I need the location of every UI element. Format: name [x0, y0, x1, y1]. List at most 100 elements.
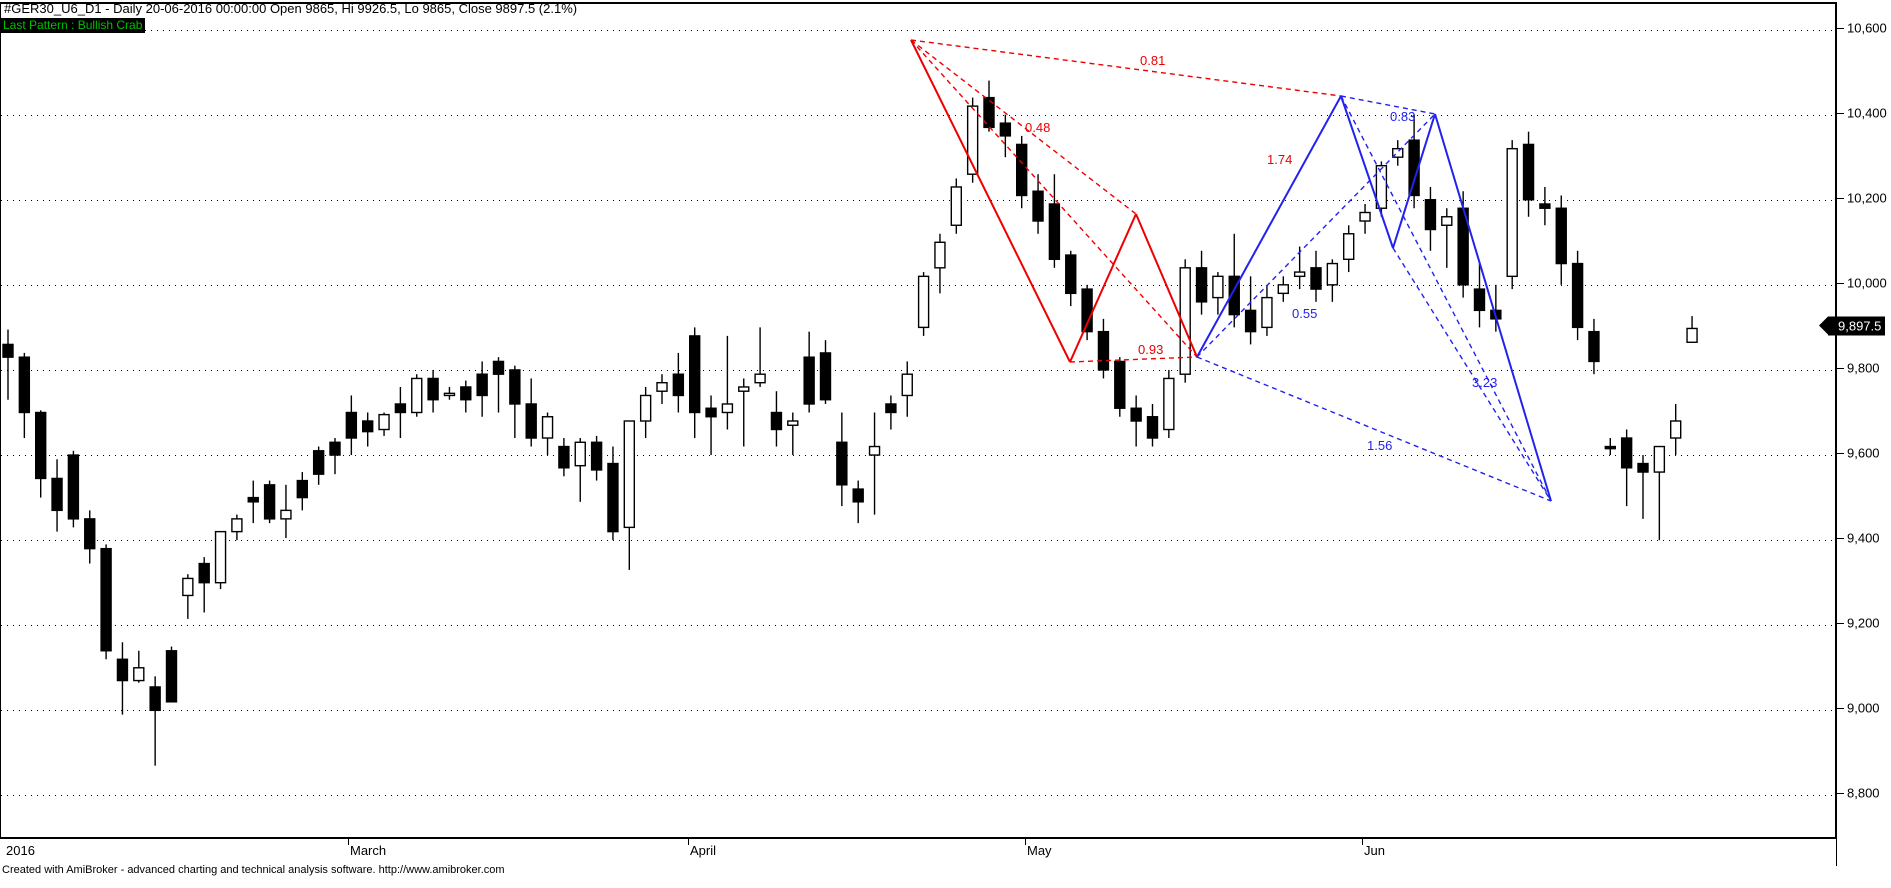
candlestick — [1686, 316, 1698, 343]
blue-ratio-label-1: 0.55 — [1292, 306, 1317, 321]
candlestick — [1244, 276, 1257, 345]
candlestick — [84, 510, 96, 564]
red-leg-xa — [910, 39, 1071, 363]
candlestick — [1293, 246, 1306, 290]
axis-corner-spur — [1836, 838, 1837, 866]
candlestick — [721, 335, 734, 430]
price-axis-tick — [1837, 453, 1844, 455]
candlestick — [1048, 174, 1061, 268]
gridline — [1, 710, 1835, 712]
date-axis-label: Jun — [1364, 843, 1385, 858]
gridline — [1, 540, 1835, 542]
price-axis[interactable]: 10,600 10,400 10,200 10,000 9,800 9,600 9,400 9… — [1818, 2, 1891, 838]
price-axis-tick — [1837, 367, 1844, 369]
red-ratio-label-1: 0.48 — [1025, 120, 1050, 135]
candlestick — [1146, 403, 1159, 447]
date-axis-tick — [688, 839, 689, 845]
last-price-tag: 9,897.5 — [1818, 316, 1886, 336]
candlestick — [1604, 438, 1617, 456]
page-title: #GER30_U6_D1 - Daily 20-06-2016 00:00:00… — [4, 1, 578, 16]
candlestick — [476, 361, 488, 417]
last-pattern-badge: Last Pattern : Bullish Crab — [0, 18, 146, 33]
candlestick — [868, 412, 881, 515]
price-axis-label: 10,400 — [1847, 105, 1887, 121]
gridline — [1, 369, 1835, 371]
candlestick — [1179, 259, 1191, 383]
candlestick — [541, 412, 554, 456]
price-axis-label: 10,200 — [1847, 190, 1887, 206]
candlestick — [1571, 250, 1584, 341]
blue-retracement-xd — [1196, 356, 1552, 502]
gridline — [1, 199, 1835, 201]
red-retracement-ac — [1069, 356, 1198, 363]
price-axis-label: 9,800 — [1847, 360, 1880, 376]
candlestick — [231, 514, 243, 541]
blue-retracement-ac — [1340, 95, 1436, 115]
candlestick — [411, 374, 423, 417]
price-axis-tick — [1837, 282, 1844, 284]
candlestick — [1424, 186, 1437, 251]
red-ratio-label-2: 1.74 — [1267, 152, 1292, 167]
candlestick — [754, 327, 766, 387]
date-axis-tick — [1025, 839, 1026, 845]
gridline — [1, 625, 1835, 627]
blue-ratio-label-3: 1.56 — [1367, 438, 1392, 453]
candlestick — [35, 410, 47, 498]
price-axis-tick — [1837, 623, 1844, 625]
price-axis-tick — [1837, 793, 1844, 795]
candlestick — [966, 97, 979, 183]
candlestick — [312, 446, 325, 485]
candlestick — [1163, 369, 1175, 439]
blue-ratio-label-2: 3.23 — [1472, 375, 1497, 390]
red-ratio-label-3: 0.93 — [1138, 342, 1163, 357]
candlestick — [999, 114, 1012, 158]
candlestick — [1212, 272, 1224, 315]
candlestick — [1195, 250, 1208, 315]
candlestick — [803, 331, 815, 413]
candlestick — [67, 450, 80, 528]
candlestick — [362, 412, 374, 447]
candlestick — [1032, 174, 1044, 234]
candlestick — [263, 480, 276, 524]
gridline — [1, 29, 1835, 31]
red-retracement-xb — [910, 39, 1137, 215]
candlestick — [214, 530, 227, 590]
blue-leg-ab — [1340, 95, 1394, 249]
date-axis-tick — [348, 839, 349, 845]
date-axis[interactable]: 2016 March April May Jun — [0, 838, 1836, 862]
candlestick — [1522, 131, 1535, 217]
candlestick — [689, 327, 701, 439]
candlestick — [1065, 250, 1077, 307]
candlestick — [1588, 318, 1600, 375]
candlestick — [738, 378, 750, 447]
price-axis-tick — [1837, 27, 1844, 29]
candlestick — [819, 340, 832, 404]
price-axis-label: 10,600 — [1847, 20, 1887, 36]
price-axis-label: 9,200 — [1847, 615, 1880, 631]
candlestick — [492, 357, 505, 413]
candlestick — [443, 386, 456, 400]
blue-leg-cd — [1434, 113, 1552, 502]
price-axis-tick — [1837, 538, 1844, 540]
chart-plot-area[interactable]: 0.81 0.48 1.74 0.93 0.83 0.55 3.23 1.56 — [0, 2, 1836, 838]
red-ratio-label-0: 0.81 — [1140, 53, 1165, 68]
candlestick — [133, 650, 145, 683]
candlestick — [901, 361, 913, 417]
blue-leg-bc — [1392, 113, 1436, 249]
candlestick — [558, 438, 570, 477]
candlestick — [1620, 429, 1633, 507]
candlestick — [1261, 284, 1273, 336]
candlestick — [607, 446, 619, 541]
date-axis-label: April — [690, 843, 717, 858]
price-axis-label: 8,800 — [1847, 785, 1880, 801]
candlestick — [296, 472, 308, 511]
candlestick — [1277, 276, 1290, 302]
blue-retracement-ad — [1340, 95, 1552, 502]
candlestick — [1669, 403, 1682, 456]
candlestick — [165, 646, 178, 703]
candlestick — [1637, 455, 1649, 519]
candlestick — [705, 395, 717, 456]
candlestick — [1539, 186, 1551, 226]
price-axis-label: 9,600 — [1847, 445, 1880, 461]
candlestick — [852, 480, 864, 524]
